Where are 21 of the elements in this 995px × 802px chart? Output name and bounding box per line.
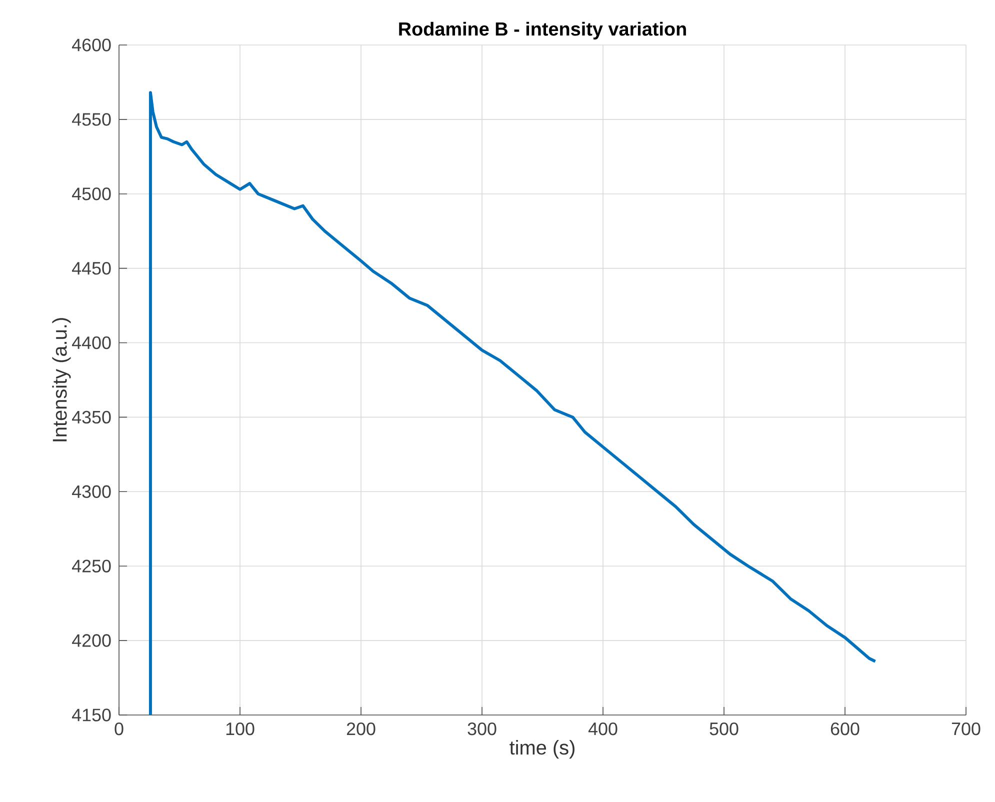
x-tick-label: 100 — [226, 722, 254, 736]
y-tick-label: 4600 — [72, 38, 111, 52]
y-tick-label: 4150 — [72, 708, 111, 722]
x-tick-label: 200 — [346, 722, 376, 736]
x-axis-title: time (s) — [510, 740, 574, 759]
x-tick-label: 0 — [114, 722, 124, 736]
x-tick-label: 500 — [710, 722, 738, 736]
y-tick-label: 4500 — [72, 188, 111, 200]
x-tick-label: 400 — [588, 722, 618, 736]
y-tick-label: 4200 — [72, 634, 111, 647]
y-tick-label: 4450 — [72, 262, 111, 275]
x-tick-label: 300 — [468, 722, 496, 736]
chart-title: Rodamine B - intensity variation — [399, 22, 686, 40]
x-tick-label: 600 — [830, 722, 860, 736]
y-tick-label: 4300 — [72, 485, 111, 498]
y-tick-label: 4250 — [72, 560, 111, 572]
y-axis-title: Intensity (a.u.) — [52, 318, 71, 442]
y-tick-label: 4400 — [72, 336, 111, 350]
y-tick-label: 4550 — [72, 113, 111, 126]
y-tick-label: 4350 — [72, 410, 111, 424]
x-tick-label: 700 — [952, 722, 980, 736]
